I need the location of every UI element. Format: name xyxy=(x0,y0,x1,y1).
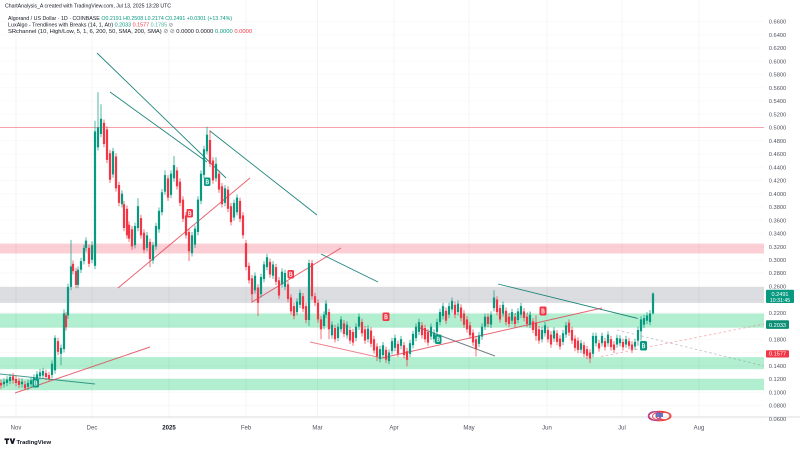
svg-text:Feb: Feb xyxy=(241,426,252,432)
svg-text:0.5800: 0.5800 xyxy=(769,73,786,79)
svg-text:0.6400: 0.6400 xyxy=(769,33,786,39)
svg-text:Algorand / US Dollar · 1D · CO: Algorand / US Dollar · 1D · COINBASE O0.… xyxy=(8,16,232,22)
svg-text:May: May xyxy=(463,426,474,432)
svg-text:0.4000: 0.4000 xyxy=(769,192,786,198)
svg-text:Aug: Aug xyxy=(694,426,705,432)
svg-text:0.4600: 0.4600 xyxy=(769,152,786,158)
svg-text:LuxAlgo - Trendlines with Brea: LuxAlgo - Trendlines with Breaks (14, 1,… xyxy=(8,23,173,29)
svg-text:0.2491: 0.2491 xyxy=(771,292,788,298)
svg-text:0.6600: 0.6600 xyxy=(769,20,786,26)
svg-text:0.5600: 0.5600 xyxy=(769,86,786,92)
svg-text:ChartAnalysis_A created with T: ChartAnalysis_A created with TradingView… xyxy=(5,3,171,9)
svg-text:0.2200: 0.2200 xyxy=(769,311,786,317)
svg-text:0.5400: 0.5400 xyxy=(769,99,786,105)
svg-text:0.6000: 0.6000 xyxy=(769,59,786,65)
svg-text:Dec: Dec xyxy=(87,426,98,432)
svg-text:0.1400: 0.1400 xyxy=(769,364,786,370)
svg-text:0.1800: 0.1800 xyxy=(769,337,786,343)
svg-text:0.4800: 0.4800 xyxy=(769,139,786,145)
svg-text:0.6200: 0.6200 xyxy=(769,46,786,52)
svg-text:0.3000: 0.3000 xyxy=(769,258,786,264)
svg-text:0.1200: 0.1200 xyxy=(769,377,786,383)
svg-text:0.5200: 0.5200 xyxy=(769,112,786,118)
svg-text:10:31:45: 10:31:45 xyxy=(770,298,790,304)
svg-text:0.3600: 0.3600 xyxy=(769,218,786,224)
svg-text:0.2600: 0.2600 xyxy=(769,285,786,291)
svg-text:0.2033: 0.2033 xyxy=(769,323,786,329)
svg-text:0.1000: 0.1000 xyxy=(769,390,786,396)
svg-text:Jul: Jul xyxy=(618,426,626,432)
svg-text:TradingView: TradingView xyxy=(17,440,52,446)
svg-text:0.4400: 0.4400 xyxy=(769,165,786,171)
svg-text:0.1577: 0.1577 xyxy=(769,352,786,358)
svg-text:Jun: Jun xyxy=(542,426,552,432)
svg-text:0.4200: 0.4200 xyxy=(769,179,786,185)
svg-text:0.5000: 0.5000 xyxy=(769,126,786,132)
svg-text:0.0800: 0.0800 xyxy=(769,404,786,410)
svg-text:0.3400: 0.3400 xyxy=(769,232,786,238)
svg-text:2025: 2025 xyxy=(162,425,176,432)
svg-text:SRchannel (10, High/Low, 5, 1,: SRchannel (10, High/Low, 5, 1, 6, 200, 5… xyxy=(8,29,252,35)
svg-text:Nov: Nov xyxy=(11,426,22,432)
svg-text:0.3200: 0.3200 xyxy=(769,245,786,251)
svg-text:0.0600: 0.0600 xyxy=(769,417,786,423)
svg-text:0.2800: 0.2800 xyxy=(769,271,786,277)
svg-text:Mar: Mar xyxy=(312,426,322,432)
svg-text:Apr: Apr xyxy=(389,426,398,432)
svg-text:0.3800: 0.3800 xyxy=(769,205,786,211)
